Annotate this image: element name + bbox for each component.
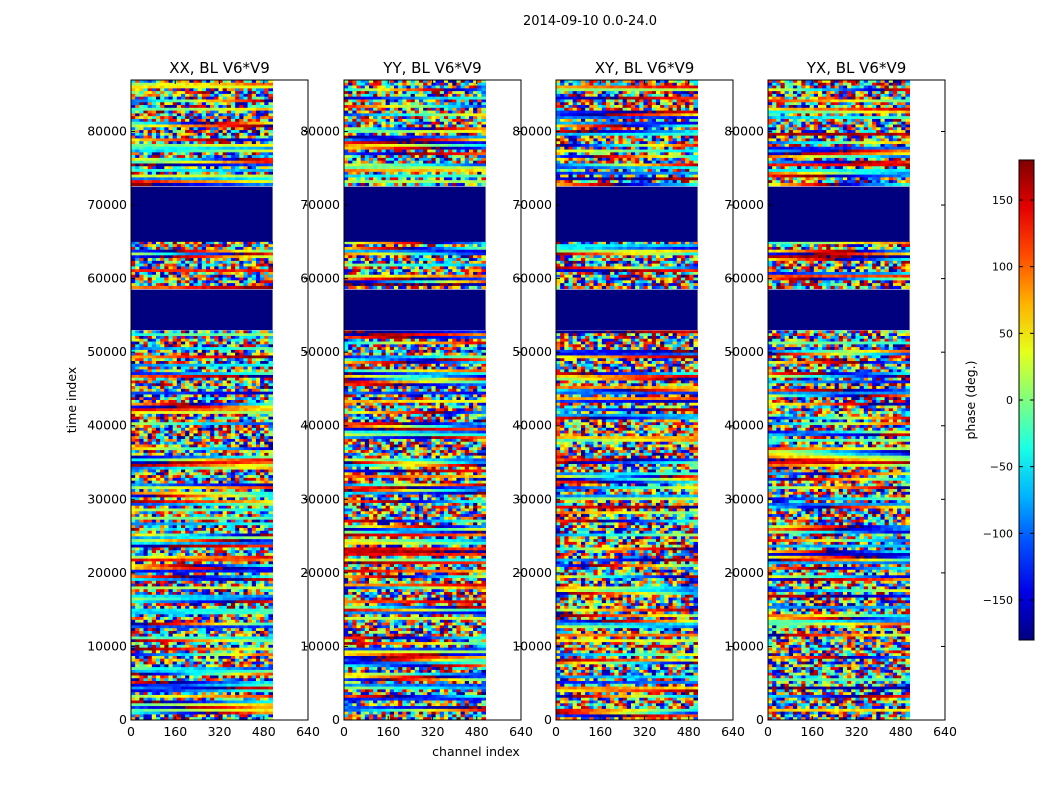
y-tick-label: 30000 (724, 491, 764, 506)
x-tick-label: 320 (633, 724, 657, 739)
y-tick-label: 40000 (87, 418, 127, 433)
y-tick-label: 20000 (300, 565, 340, 580)
y-tick-label: 60000 (87, 271, 127, 286)
flagged-region (768, 289, 910, 331)
panel-yx: YX, BL V6*V9 0 160 320 480 640 0 10000 20000 3000… (724, 59, 957, 739)
x-tick-label: 480 (889, 724, 913, 739)
y-tick-label: 30000 (512, 491, 552, 506)
colorbar-label: phase (deg.) (963, 361, 978, 440)
panel-title: YX, BL V6*V9 (806, 59, 907, 77)
x-tick-label: 480 (252, 724, 276, 739)
flagged-region (768, 186, 910, 242)
flagged-region (556, 289, 698, 331)
y-tick-label: 20000 (87, 565, 127, 580)
x-tick-label: 160 (376, 724, 400, 739)
y-tick-label: 70000 (300, 197, 340, 212)
colorbar: −150 −100 −50 0 50 100 150 phase (deg.) (963, 159, 1035, 641)
y-tick-label: 80000 (512, 123, 552, 138)
x-tick-label: 160 (163, 724, 187, 739)
y-tick-label: 50000 (724, 344, 764, 359)
y-tick-label: 80000 (724, 123, 764, 138)
colorbar-tick-label: −150 (983, 594, 1013, 607)
x-tick-label: 640 (296, 724, 320, 739)
y-tick-label: 40000 (512, 418, 552, 433)
colorbar-tick-label: −100 (983, 527, 1013, 540)
y-tick-label: 50000 (512, 344, 552, 359)
x-tick-label: 0 (552, 724, 560, 739)
colorbar-tick-label: 50 (999, 327, 1013, 340)
y-tick-label: 50000 (300, 344, 340, 359)
y-tick-label: 40000 (724, 418, 764, 433)
flagged-region (131, 289, 273, 331)
x-tick-label: 640 (933, 724, 957, 739)
y-tick-label: 50000 (87, 344, 127, 359)
y-tick-label: 0 (756, 712, 764, 727)
y-tick-label: 80000 (87, 123, 127, 138)
colorbar-tick-label: 150 (992, 194, 1013, 207)
x-tick-label: 0 (340, 724, 348, 739)
colorbar-tick-label: −50 (990, 461, 1013, 474)
y-tick-label: 10000 (512, 638, 552, 653)
heatmap-xy (556, 80, 698, 720)
y-axis-label: time index (64, 367, 79, 433)
x-tick-label: 320 (208, 724, 232, 739)
y-tick-label: 70000 (512, 197, 552, 212)
x-tick-label: 320 (421, 724, 445, 739)
y-tick-label: 60000 (512, 271, 552, 286)
y-tick-label: 0 (119, 712, 127, 727)
x-tick-label: 480 (465, 724, 489, 739)
panel-yy: YY, BL V6*V9 0 160 320 480 640 0 10000 20000 3000… (300, 59, 533, 739)
x-tick-label: 0 (764, 724, 772, 739)
y-tick-label: 20000 (512, 565, 552, 580)
x-tick-label: 640 (509, 724, 533, 739)
y-tick-label: 10000 (724, 638, 764, 653)
y-tick-label: 20000 (724, 565, 764, 580)
y-tick-label: 60000 (300, 271, 340, 286)
panel-title: YY, BL V6*V9 (382, 59, 481, 77)
heatmap-yx (768, 80, 910, 720)
y-tick-label: 30000 (300, 491, 340, 506)
panel-title: XY, BL V6*V9 (595, 59, 695, 77)
y-tick-label: 0 (332, 712, 340, 727)
x-tick-label: 160 (588, 724, 612, 739)
panel-xy: XY, BL V6*V9 0 160 320 480 640 0 10000 20000 3000… (512, 59, 745, 739)
panel-xx: XX, BL V6*V9 0 160 320 480 640 0 10000 20000 3000… (87, 59, 320, 739)
colorbar-tick-label: 0 (1006, 394, 1013, 407)
y-tick-label: 30000 (87, 491, 127, 506)
colorbar-tick-label: 100 (992, 261, 1013, 274)
x-tick-label: 480 (677, 724, 701, 739)
x-tick-label: 320 (845, 724, 869, 739)
y-tick-label: 80000 (300, 123, 340, 138)
x-tick-label: 640 (721, 724, 745, 739)
heatmap-xx (131, 80, 273, 720)
figure-title: 2014-09-10 0.0-24.0 (0, 14, 1050, 29)
flagged-region (344, 289, 486, 331)
flagged-region (556, 186, 698, 242)
x-tick-label: 160 (800, 724, 824, 739)
y-tick-label: 70000 (724, 197, 764, 212)
y-tick-label: 10000 (87, 638, 127, 653)
heatmap-yy (344, 80, 486, 720)
flagged-region (131, 186, 273, 242)
x-tick-label: 0 (127, 724, 135, 739)
y-tick-label: 70000 (87, 197, 127, 212)
y-tick-label: 60000 (724, 271, 764, 286)
y-tick-label: 40000 (300, 418, 340, 433)
panel-title: XX, BL V6*V9 (169, 59, 270, 77)
y-tick-label: 0 (544, 712, 552, 727)
y-tick-label: 10000 (300, 638, 340, 653)
x-axis-label: channel index (432, 744, 520, 759)
flagged-region (344, 186, 486, 242)
